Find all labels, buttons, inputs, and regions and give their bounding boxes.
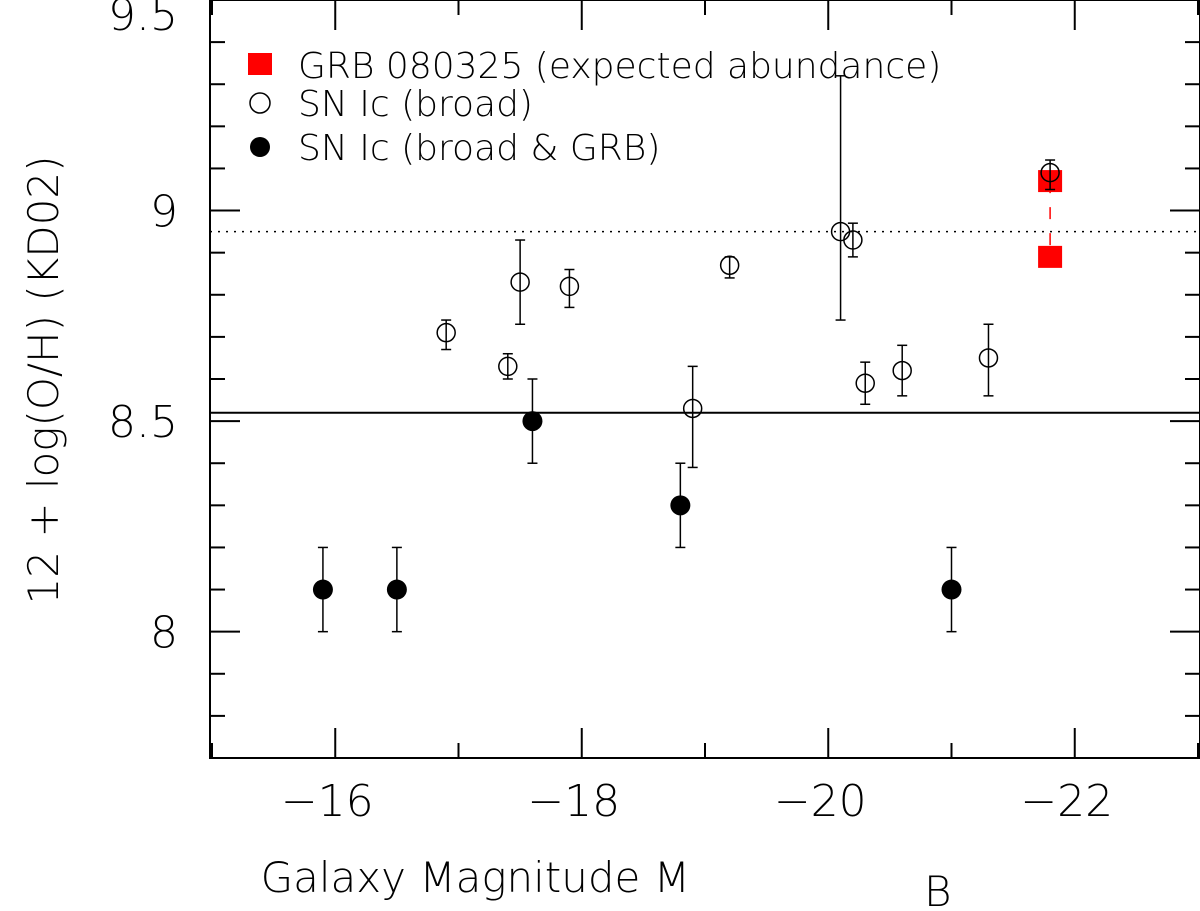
data-point-filled-circle xyxy=(941,579,962,600)
plot-area xyxy=(210,75,1200,633)
y-tick-label: 9 xyxy=(150,187,178,238)
x-tick-label: −16 xyxy=(281,776,374,827)
y-axis-label: 12 + log(O/H) (KD02) xyxy=(19,156,68,605)
legend-marker-open-circle xyxy=(249,92,271,114)
legend-marker-filled-square xyxy=(248,53,272,75)
data-point-filled-circle xyxy=(386,579,407,600)
series-group xyxy=(312,378,962,633)
data-point-open-circle xyxy=(978,348,999,368)
y-tick-label: 8.5 xyxy=(108,397,178,448)
legend-label: SN Ic (broad & GRB) xyxy=(298,128,660,169)
legend-label: SN Ic (broad) xyxy=(298,84,533,125)
x-tick-label: −20 xyxy=(774,776,867,827)
data-point-open-circle xyxy=(892,360,912,381)
data-point-filled-circle xyxy=(522,411,543,432)
x-axis-label-subscript: B xyxy=(924,867,952,911)
x-axis-label: Galaxy Magnitude M xyxy=(261,853,690,902)
data-point-filled-circle xyxy=(670,495,691,516)
data-point-filled-square xyxy=(1038,245,1063,268)
x-tick-label: −18 xyxy=(527,776,620,827)
data-point-filled-circle xyxy=(312,579,333,600)
data-point-open-circle xyxy=(498,356,518,377)
legend: GRB 080325 (expected abundance)SN Ic (br… xyxy=(248,46,941,169)
data-point-open-circle xyxy=(559,276,580,297)
data-point-open-circle xyxy=(855,373,875,393)
data-point-open-circle xyxy=(843,230,863,250)
series-group xyxy=(436,75,1060,469)
y-tick-label: 8 xyxy=(150,608,178,659)
x-axis-label-main: Galaxy Magnitude M xyxy=(261,853,690,902)
x-tick-label: −22 xyxy=(1020,776,1113,827)
legend-label: GRB 080325 (expected abundance) xyxy=(298,46,941,87)
data-point-open-circle xyxy=(436,322,456,343)
data-point-open-circle xyxy=(682,398,703,419)
data-point-open-circle xyxy=(719,255,740,276)
data-point-open-circle xyxy=(510,272,530,292)
axes: 8 8.5 9 9.5 −16 −18 −20 −22 xyxy=(108,0,1200,827)
y-tick-label: 9.5 xyxy=(108,0,178,41)
data-point-open-circle xyxy=(1040,162,1060,183)
legend-marker-filled-circle xyxy=(250,137,270,157)
